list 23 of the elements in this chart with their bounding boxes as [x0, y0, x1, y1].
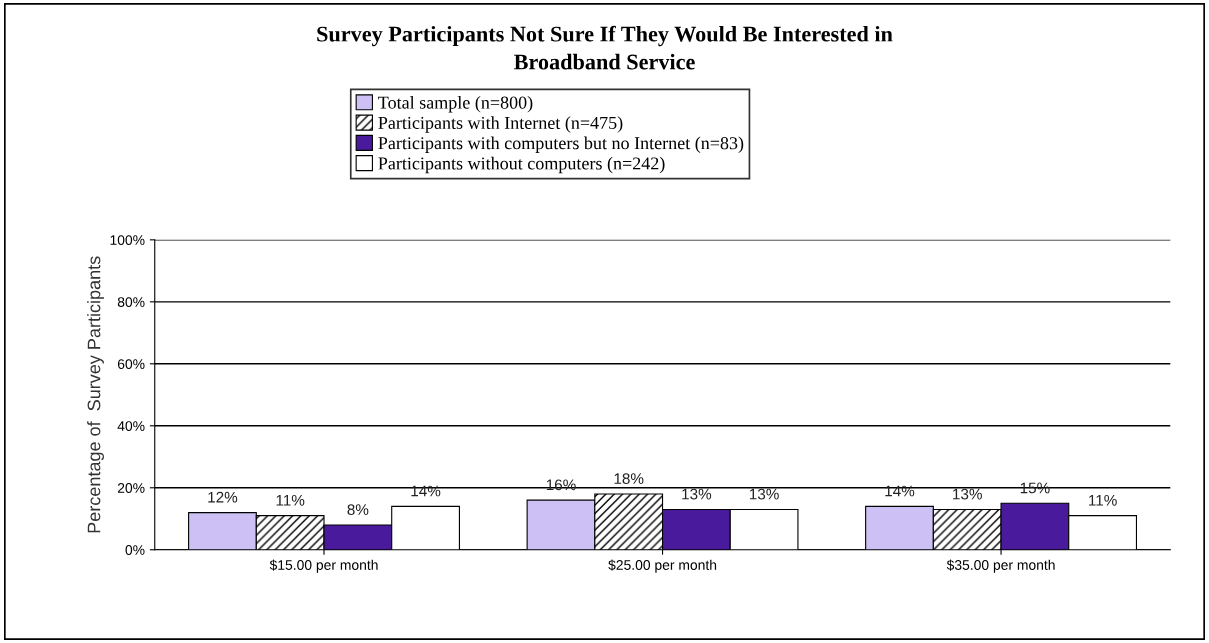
- legend-label: Participants without computers (n=242): [378, 156, 665, 174]
- legend-label: Participants with computers but no Internet (n=83): [378, 136, 744, 153]
- chart-title: Survey Participants Not Sure If They Would Be Interested in Broadband Service: [317, 25, 893, 70]
- y-tick-label: 60%: [117, 359, 145, 369]
- legend-label: Participants with Internet (n=475): [378, 116, 623, 133]
- data-label: 8%: [347, 504, 369, 516]
- legend-label: Total sample (n=800): [378, 96, 533, 113]
- y-axis-title: Percentage of Survey Participants: [87, 256, 104, 533]
- data-label: 13%: [682, 488, 712, 500]
- data-label: 13%: [953, 488, 982, 500]
- y-tick-label: 0%: [125, 545, 145, 555]
- data-label: 18%: [614, 473, 644, 485]
- y-tick-label: 40%: [117, 421, 145, 431]
- y-tick-label: 80%: [117, 297, 145, 307]
- y-tick-label: 100%: [110, 235, 145, 246]
- data-label: 12%: [208, 491, 238, 503]
- x-tick-label: $35.00 per month: [946, 559, 1055, 573]
- data-label: 13%: [749, 488, 779, 500]
- x-tick-label: $25.00 per month: [608, 559, 717, 573]
- data-label: 11%: [276, 494, 305, 506]
- y-tick-label: 20%: [117, 483, 145, 493]
- x-tick-label: $15.00 per month: [269, 559, 378, 573]
- data-label: 11%: [1089, 494, 1117, 506]
